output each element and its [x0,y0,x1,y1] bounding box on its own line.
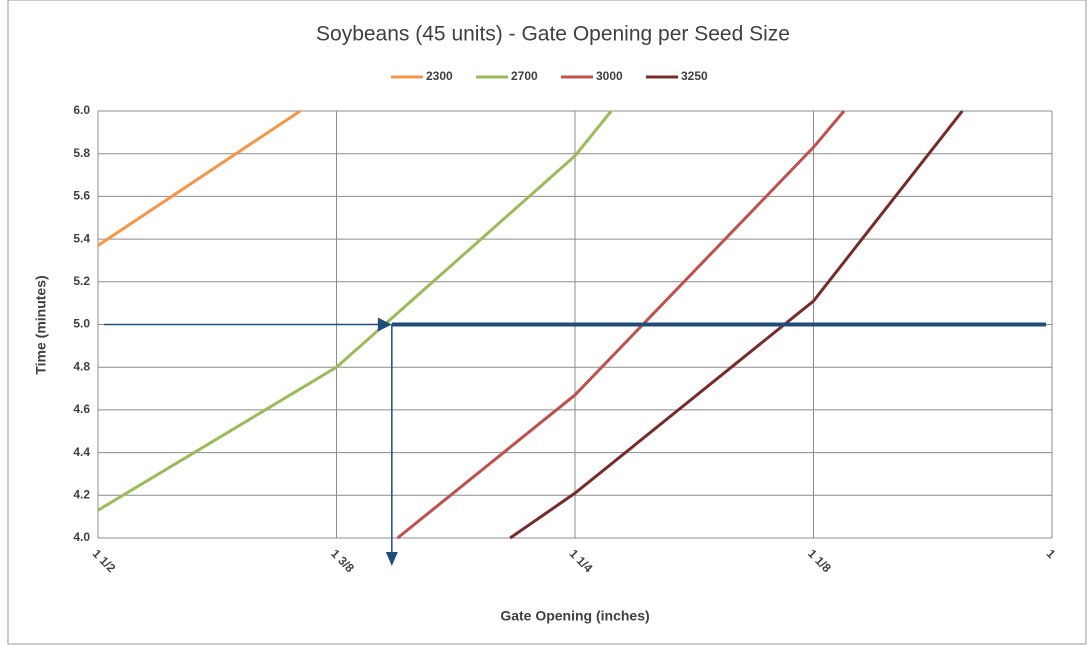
y-tick-label: 4.6 [73,402,90,416]
series-line [509,110,964,540]
y-tick-label: 5.8 [73,146,90,160]
y-tick-label: 5.6 [73,189,90,203]
arrow-head [385,552,398,566]
y-tick-label: 5.0 [73,317,90,331]
arrow-head [377,317,392,332]
series-line [97,110,613,512]
series-line [396,110,846,540]
legend-label: 2300 [426,69,453,83]
chart-frame [7,0,1087,645]
y-tick-label: 4.2 [73,487,90,501]
y-tick-label: 4.4 [73,445,90,459]
legend-label: 2700 [511,69,538,83]
y-tick-label: 4.8 [73,359,90,373]
x-axis-title: Gate Opening (inches) [500,608,649,624]
y-tick-label: 4.0 [73,530,90,544]
y-tick-label: 5.2 [73,274,90,288]
series-line [97,109,302,247]
legend-label: 3250 [681,69,708,83]
legend-label: 3000 [596,69,623,83]
y-axis-title: Time (minutes) [33,275,49,374]
chart-title: Soybeans (45 units) - Gate Opening per S… [316,23,790,46]
y-tick-label: 6.0 [73,103,90,117]
y-tick-label: 5.4 [73,231,90,245]
